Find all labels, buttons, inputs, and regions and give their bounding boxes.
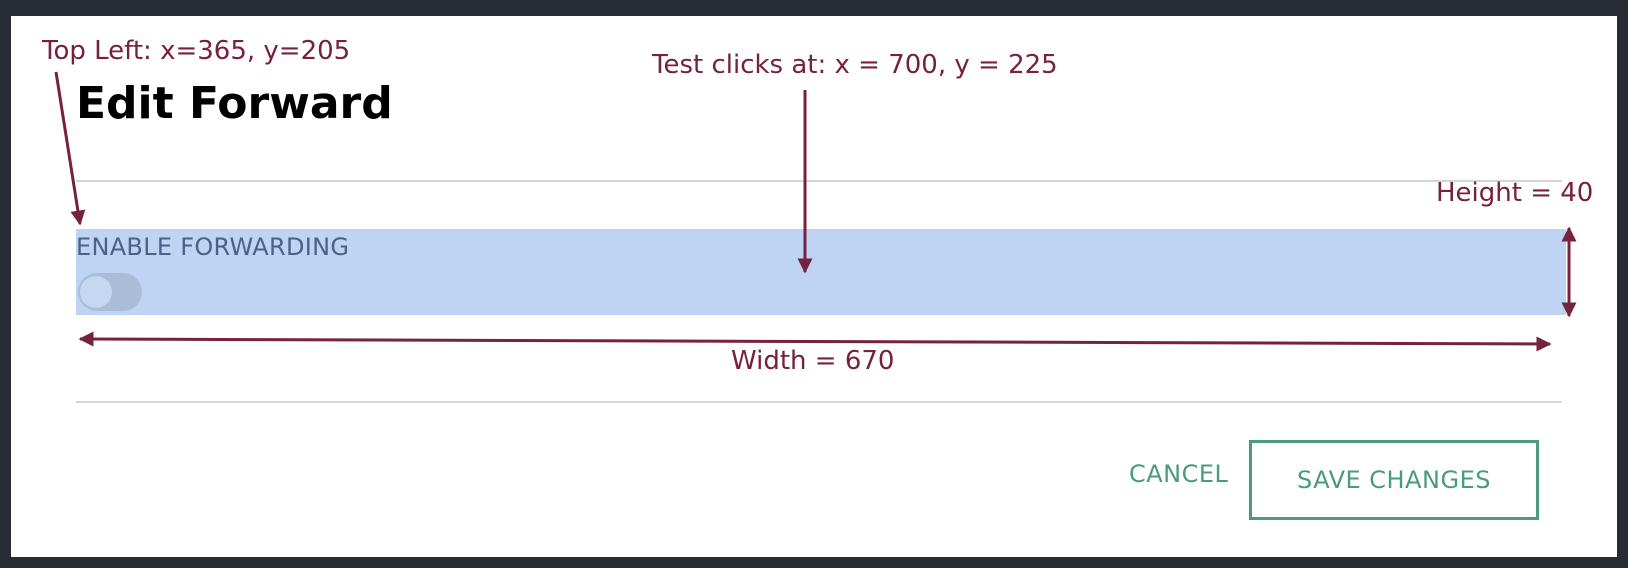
annotation-test-click: Test clicks at: x = 700, y = 225 <box>652 50 1058 80</box>
toggle-knob <box>80 276 112 308</box>
top-divider <box>76 180 1562 182</box>
dialog-title: Edit Forward <box>76 78 393 129</box>
bottom-divider <box>76 401 1562 403</box>
enable-forwarding-toggle[interactable] <box>78 273 142 311</box>
annotation-top-left: Top Left: x=365, y=205 <box>42 36 351 66</box>
cancel-button[interactable]: CANCEL <box>1121 446 1236 502</box>
enable-forwarding-field: ENABLE FORWARDING <box>76 229 1566 315</box>
edit-forward-dialog: Edit Forward ENABLE FORWARDING CANCEL SA… <box>11 16 1617 557</box>
enable-forwarding-label: ENABLE FORWARDING <box>76 233 350 261</box>
save-changes-button[interactable]: SAVE CHANGES <box>1249 440 1539 520</box>
annotation-height: Height = 40 <box>1436 178 1594 208</box>
annotation-width: Width = 670 <box>731 346 895 376</box>
